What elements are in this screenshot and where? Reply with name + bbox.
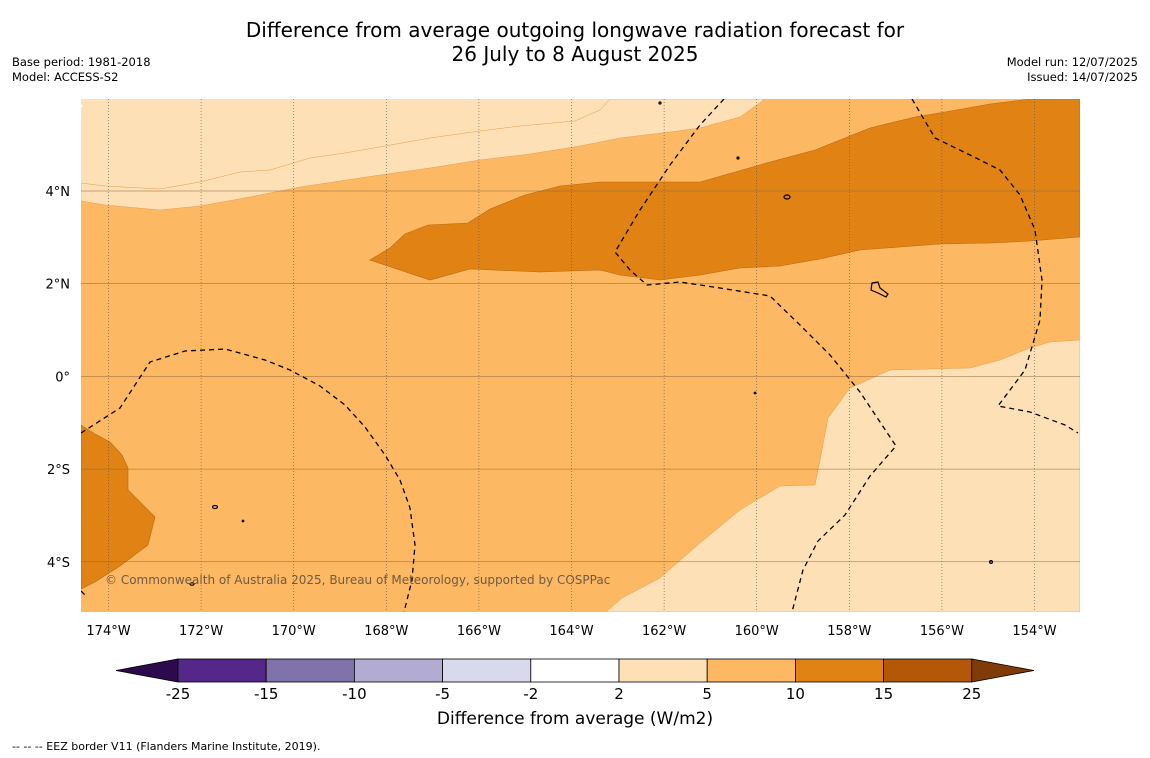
x-tick-label: 164°W	[549, 624, 593, 639]
x-tick-label: 156°W	[920, 624, 964, 639]
copyright-notice: © Commonwealth of Australia 2025, Bureau…	[105, 573, 610, 587]
island-8	[241, 519, 245, 523]
y-axis-labels: 4°N 2°N 0° 2°S 4°S	[46, 185, 71, 571]
island-4	[189, 582, 195, 586]
anomaly-2-5-region-north	[81, 99, 610, 189]
graticule	[81, 99, 1080, 612]
colorbar-segment	[706, 658, 796, 683]
chart-title: Difference from average outgoing longwav…	[0, 18, 1150, 66]
colorbar-tick-label: -15	[254, 685, 279, 703]
islands	[189, 101, 993, 586]
meta-left: Base period: 1981-2018 Model: ACCESS-S2	[12, 55, 151, 85]
colorbar-extend-min	[115, 658, 179, 683]
colorbar-tick-label: -10	[342, 685, 367, 703]
colorbar-tick-label: 5	[702, 685, 712, 703]
island-1	[783, 194, 791, 200]
colorbar-segment	[530, 658, 620, 683]
x-tick-label: 160°W	[735, 624, 779, 639]
island-5	[658, 101, 662, 105]
colorbar-segment	[177, 658, 267, 683]
island-2	[870, 281, 889, 298]
colorbar-tick-label: -2	[523, 685, 538, 703]
colorbar-segment	[795, 658, 885, 683]
colorbar-tick-label: 10	[786, 685, 805, 703]
eez-footnote: -- -- -- EEZ border V11 (Flanders Marine…	[12, 740, 321, 753]
eez-border-southwest-fragment	[81, 590, 87, 597]
colorbar-segment	[265, 658, 355, 683]
colorbar-label: Difference from average (W/m2)	[436, 709, 714, 729]
colorbar-tick-label: -5	[435, 685, 450, 703]
y-tick-label: 0°	[55, 370, 70, 385]
x-tick-label: 170°W	[272, 624, 316, 639]
anomaly-2-5-region-southeast	[605, 339, 1080, 612]
colorbar-segment	[353, 658, 443, 683]
model-name: Model: ACCESS-S2	[12, 70, 119, 84]
x-axis-labels: 174°W 172°W 170°W 168°W 166°W 164°W 162°W 160°W…	[86, 624, 1056, 639]
colorbar-tick-label: -25	[166, 685, 191, 703]
island-3	[211, 504, 219, 510]
x-tick-label: 166°W	[457, 624, 501, 639]
eez-border-north-central	[614, 99, 897, 612]
meta-right: Model run: 12/07/2025 Issued: 14/07/2025	[1007, 55, 1138, 85]
colorbar-segment	[883, 658, 973, 683]
x-tick-label: 154°W	[1012, 624, 1056, 639]
colorbar-segment	[618, 658, 708, 683]
x-tick-label: 174°W	[86, 624, 130, 639]
colorbar-segment	[442, 658, 532, 683]
x-tick-label: 172°W	[179, 624, 223, 639]
y-tick-label: 2°S	[47, 463, 70, 478]
island-9	[988, 559, 993, 564]
title-line-2: 26 July to 8 August 2025	[451, 42, 699, 66]
colorbar-tick-label: 15	[874, 685, 893, 703]
colorbar-extend-max	[971, 658, 1035, 683]
anomaly-2-5-region-upper	[81, 99, 766, 211]
colorbar-tick-label: 25	[962, 685, 981, 703]
island-6	[736, 156, 740, 160]
y-tick-label: 4°N	[46, 185, 71, 200]
title-line-1: Difference from average outgoing longwav…	[245, 18, 905, 42]
eez-borders	[81, 99, 1079, 612]
anomaly-10-15-region-west	[81, 424, 156, 590]
base-period: Base period: 1981-2018	[12, 55, 151, 69]
colorbar-tick-label: 2	[614, 685, 624, 703]
x-tick-label: 158°W	[827, 624, 871, 639]
y-tick-label: 4°S	[47, 556, 70, 571]
anomaly-10-15-region-north	[369, 99, 1080, 281]
issued-date: Issued: 14/07/2025	[1027, 70, 1138, 84]
island-7	[753, 391, 757, 395]
eez-border-east	[911, 99, 1079, 434]
eez-border-west	[81, 348, 416, 612]
map-area: © Commonwealth of Australia 2025, Bureau…	[81, 99, 1080, 612]
x-tick-label: 168°W	[364, 624, 408, 639]
model-run: Model run: 12/07/2025	[1006, 55, 1138, 69]
x-tick-label: 162°W	[642, 624, 686, 639]
colorbar: -25 -15 -10 -5 -2 2 5 10 15 25	[115, 658, 1035, 703]
y-tick-label: 2°N	[46, 278, 71, 293]
